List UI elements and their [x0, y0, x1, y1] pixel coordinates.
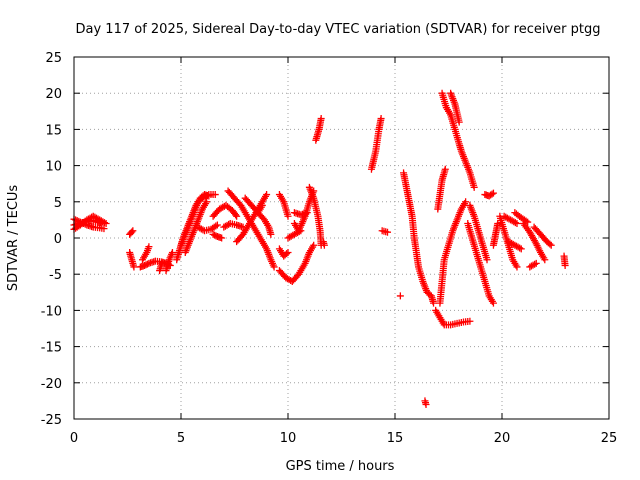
data-point [488, 190, 496, 198]
data-point [532, 259, 540, 267]
data-point [203, 198, 211, 206]
data-point [377, 115, 385, 123]
data-point [303, 209, 311, 217]
data-point [513, 220, 521, 228]
data-point [98, 220, 106, 228]
y-tick-label: 0 [54, 232, 62, 247]
axis-ticks: 0 5 10 15 20 25 -25 -20 -15 -10 -5 0 5 10 15 20 25 [41, 51, 618, 446]
y-tick-label: -10 [41, 304, 62, 319]
data-point [541, 256, 549, 264]
data-point [319, 238, 327, 246]
data-point [283, 250, 291, 258]
y-tick-label: 25 [45, 51, 62, 66]
x-tick-label: 5 [177, 431, 185, 446]
data-points [70, 89, 569, 409]
y-tick-label: -25 [41, 413, 62, 428]
data-point [218, 234, 226, 242]
data-point [384, 228, 392, 236]
data-point [396, 292, 404, 300]
y-tick-label: 10 [45, 160, 62, 175]
data-point [233, 212, 241, 220]
data-point [254, 209, 262, 217]
data-point [211, 191, 219, 199]
data-point [284, 248, 292, 256]
x-axis-label: GPS time / hours [286, 459, 395, 474]
chart-title: Day 117 of 2025, Sidereal Day-to-day VTE… [76, 22, 601, 37]
data-point [203, 191, 211, 199]
data-point [232, 211, 240, 219]
data-point [517, 245, 525, 253]
data-point [143, 260, 151, 268]
data-point [483, 256, 491, 264]
data-point [489, 299, 497, 307]
x-tick-label: 0 [70, 431, 78, 446]
data-point [422, 401, 430, 409]
y-tick-label: -20 [41, 377, 62, 392]
data-point [297, 227, 305, 235]
data-point [462, 198, 470, 206]
plot-frame [73, 56, 610, 420]
data-point [310, 241, 318, 249]
y-tick-label: 20 [45, 87, 62, 102]
x-tick-label: 15 [387, 431, 404, 446]
data-point [317, 115, 325, 123]
data-point [128, 228, 136, 236]
data-point [513, 263, 521, 271]
data-point [470, 183, 478, 191]
data-point [516, 244, 524, 252]
data-point [531, 260, 539, 268]
data-point [263, 191, 271, 199]
data-point [212, 222, 220, 230]
data-point [511, 219, 519, 227]
data-point [100, 225, 108, 233]
data-point [284, 212, 292, 220]
data-point [547, 241, 555, 249]
data-point [561, 262, 569, 270]
y-tick-label: -5 [49, 268, 62, 283]
data-point [489, 189, 497, 197]
y-tick-label: 15 [45, 123, 62, 138]
data-point [466, 317, 474, 325]
y-tick-label: -15 [41, 341, 62, 356]
data-point [430, 299, 438, 307]
data-point [213, 221, 221, 229]
data-point [145, 243, 153, 251]
grid-lines [74, 57, 609, 419]
data-point [455, 118, 463, 126]
data-point [270, 263, 278, 271]
y-tick-label: 5 [54, 196, 62, 211]
data-point [546, 240, 554, 248]
y-axis-label: SDTVAR / TECUs [6, 185, 21, 292]
data-point [524, 218, 532, 226]
data-point [441, 165, 449, 173]
x-tick-label: 25 [601, 431, 618, 446]
data-point [494, 220, 502, 228]
x-tick-label: 20 [494, 431, 511, 446]
data-point [295, 228, 303, 236]
data-point [158, 259, 166, 267]
data-point [130, 263, 138, 271]
data-point [129, 227, 137, 235]
x-tick-label: 10 [280, 431, 297, 446]
data-point [168, 248, 176, 256]
data-point [267, 230, 275, 238]
